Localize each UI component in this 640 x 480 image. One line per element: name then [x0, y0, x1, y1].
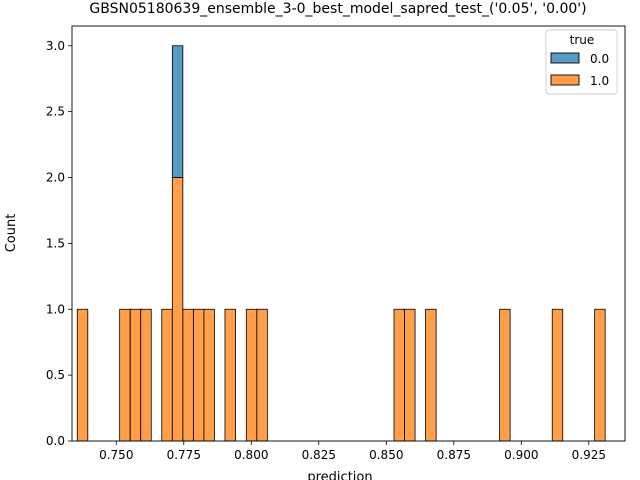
bar-1.0-14 [425, 308, 437, 442]
x-tick-label-2: 0.800 [234, 448, 268, 462]
bar-1.0-2 [129, 308, 142, 442]
x-axis: 0.750 0.775 0.800 0.825 0.850 0.875 0.900 0.925 [99, 441, 606, 462]
bars-group [76, 45, 606, 442]
bar-1.0-13 [404, 308, 416, 442]
y-tick-label-1: 0.5 [46, 368, 65, 382]
legend-title: true [570, 33, 595, 47]
chart-title: GBSN05180639_ensemble_3-0_best_model_sap… [89, 1, 586, 17]
x-tick-label-3: 0.825 [302, 448, 336, 462]
legend-label-0: 0.0 [590, 52, 609, 66]
bar-1.0-1 [119, 308, 131, 442]
bar-0.0-0 [171, 45, 184, 178]
y-axis: 0.0 0.5 1.0 1.5 2.0 2.5 3.0 [46, 39, 72, 448]
y-tick-label-5: 2.5 [46, 105, 65, 119]
bar-1.0-11 [256, 308, 268, 442]
bar-1.0-4 [161, 308, 173, 442]
y-tick-label-0: 0.0 [46, 434, 65, 448]
bar-1.0-8 [203, 308, 215, 442]
bar-1.0-7 [192, 308, 205, 442]
legend-label-1: 1.0 [590, 74, 609, 88]
x-axis-label: prediction [307, 470, 372, 480]
legend-swatch-1 [550, 74, 580, 86]
bar-1.0-15 [499, 308, 511, 442]
y-tick-label-2: 1.0 [46, 302, 65, 316]
bar-1.0-6 [182, 308, 194, 442]
bar-1.0-10 [245, 308, 258, 442]
x-tick-label-1: 0.775 [167, 448, 201, 462]
legend: true 0.0 1.0 [545, 29, 618, 95]
x-tick-label-6: 0.900 [504, 448, 538, 462]
bar-1.0-12 [393, 308, 405, 442]
x-tick-label-4: 0.850 [369, 448, 403, 462]
x-tick-label-7: 0.925 [572, 448, 606, 462]
y-tick-label-3: 1.5 [46, 236, 65, 250]
bar-1.0-0 [76, 308, 89, 442]
bar-1.0-5 [171, 177, 184, 442]
y-axis-label: Count [4, 214, 19, 253]
y-tick-label-6: 3.0 [46, 39, 65, 53]
x-tick-label-0: 0.750 [99, 448, 133, 462]
bar-1.0-17 [594, 308, 606, 442]
bar-1.0-3 [140, 308, 152, 442]
bar-1.0-9 [224, 308, 236, 442]
y-tick-label-4: 2.0 [46, 171, 65, 185]
plot-frame [71, 25, 626, 442]
legend-swatch-0 [550, 52, 580, 64]
x-tick-label-5: 0.875 [437, 448, 471, 462]
bar-1.0-16 [551, 308, 564, 442]
